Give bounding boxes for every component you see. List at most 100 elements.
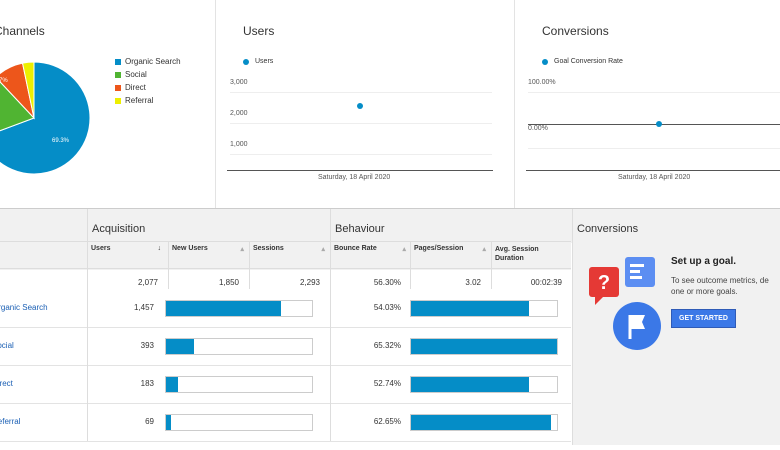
goal-illustration-icon: ? [589, 257, 661, 350]
new-users-bar [165, 338, 313, 355]
sort-arrow-icon[interactable]: ↓ [157, 245, 162, 252]
row-users: 69 [145, 417, 154, 426]
acquisition-title: Acquisition [92, 223, 146, 235]
legend-label: Organic Search [125, 57, 181, 66]
promo-body: To see outcome metrics, de one or more g… [671, 276, 769, 296]
zero-line [528, 124, 780, 125]
channel-link[interactable]: Organic Search [0, 303, 48, 312]
conversion-data-point[interactable] [656, 121, 662, 127]
users-legend: Users [243, 58, 273, 65]
column-header-row [0, 241, 571, 270]
bounce-rate-bar [410, 300, 558, 317]
col-bounce-rate[interactable]: Bounce Rate ▴ [334, 245, 406, 253]
pie-slice-social[interactable] [0, 77, 35, 137]
col-sep [87, 327, 88, 365]
col-pages-session-label: Pages/Session [414, 245, 464, 252]
col-sep [410, 241, 411, 289]
get-started-button[interactable]: GET STARTED [671, 309, 736, 328]
total-users: 2,077 [137, 278, 158, 287]
row-users: 393 [140, 341, 154, 350]
col-sep [87, 241, 88, 289]
legend-dot [243, 58, 249, 65]
bounce-rate-bar-fill [411, 301, 530, 316]
row-bounce-rate: 62.65% [373, 417, 401, 426]
bounce-rate-bar-fill [411, 339, 557, 354]
legend-label: Direct [125, 83, 146, 92]
total-pages-session: 3.02 [465, 278, 481, 287]
col-avg-session-duration[interactable]: Avg. Session Duration [495, 245, 563, 263]
y-tick: 100.00% [528, 79, 556, 86]
legend-swatch-direct [115, 84, 121, 91]
promo-header: Conversions [577, 223, 639, 235]
new-users-bar-fill [166, 301, 281, 316]
table-row: Social 393 65.32% [0, 327, 571, 366]
legend-label: Referral [125, 96, 154, 105]
gridline [230, 154, 492, 155]
pie-label-organic: 69.3% [52, 138, 70, 144]
bounce-rate-bar [410, 414, 558, 431]
table-row: Organic Search 1,457 54.03% [0, 289, 571, 328]
legend-item: Direct [115, 81, 181, 94]
col-sep [87, 403, 88, 441]
pie-slice-referral[interactable] [21, 61, 35, 119]
col-pages-session[interactable]: Pages/Session ▴ [414, 245, 486, 253]
sort-indicator-icon: ▴ [482, 246, 486, 253]
col-users[interactable]: Users ↓ [91, 245, 161, 252]
users-panel-title: Users [243, 24, 275, 38]
x-axis [227, 170, 493, 171]
new-users-bar [165, 300, 313, 317]
col-avg-duration-label: Avg. Session Duration [495, 246, 539, 262]
col-sep [330, 327, 331, 365]
gridline [528, 92, 780, 93]
channels-legend: Organic Search Social Direct Referral [115, 55, 181, 107]
row-bounce-rate: 65.32% [373, 341, 401, 350]
legend-label: Goal Conversion Rate [554, 58, 623, 65]
pie-slice-organic-search[interactable] [0, 61, 90, 175]
total-bounce-rate: 56.30% [373, 278, 401, 287]
x-axis-date: Saturday, 18 April 2020 [618, 174, 691, 181]
row-bounce-rate: 54.03% [373, 303, 401, 312]
col-new-users[interactable]: New Users ▴ [172, 245, 244, 253]
col-sep [87, 289, 88, 327]
gridline [230, 123, 492, 124]
channels-pie: 69.3% 8.7% [0, 61, 90, 175]
channel-link[interactable]: Social [0, 341, 14, 350]
legend-item: Organic Search [115, 55, 181, 68]
col-bounce-rate-label: Bounce Rate [334, 245, 377, 252]
users-data-point[interactable] [357, 103, 363, 109]
col-sep [249, 241, 250, 289]
channel-link[interactable]: Referral [0, 417, 21, 426]
table-row: Direct 183 52.74% [0, 365, 571, 404]
y-tick: 3,000 [230, 79, 248, 86]
y-tick: 0.00% [528, 125, 548, 132]
gridline [230, 92, 492, 93]
col-sessions-label: Sessions [253, 245, 284, 252]
conversions-promo-panel: Conversions ? Set up a goal. To see outc… [572, 209, 780, 445]
col-sep [168, 241, 169, 289]
channel-header-cell [0, 209, 87, 243]
panel-divider [514, 0, 515, 208]
acquisition-header: Acquisition [87, 209, 331, 243]
legend-item: Social [115, 68, 181, 81]
channels-title: Channels [0, 24, 45, 38]
totals-top-border [0, 268, 571, 269]
y-tick: 1,000 [230, 141, 248, 148]
behaviour-title: Behaviour [335, 223, 385, 235]
channel-link[interactable]: Direct [0, 379, 13, 388]
row-users: 1,457 [133, 303, 154, 312]
new-users-bar-fill [166, 339, 194, 354]
y-tick: 2,000 [230, 110, 248, 117]
col-sep [330, 403, 331, 441]
col-sep [330, 241, 331, 289]
promo-title: Set up a goal. [671, 256, 737, 267]
col-sessions[interactable]: Sessions ▴ [253, 245, 325, 253]
total-sessions: 2,293 [299, 278, 320, 287]
pie-label-direct: 8.7% [0, 78, 8, 84]
new-users-bar [165, 376, 313, 393]
x-axis [526, 170, 780, 171]
col-sep [330, 289, 331, 327]
col-sep [330, 365, 331, 403]
new-users-bar-fill [166, 377, 179, 392]
legend-label: Social [125, 70, 147, 79]
legend-swatch-referral [115, 97, 121, 104]
